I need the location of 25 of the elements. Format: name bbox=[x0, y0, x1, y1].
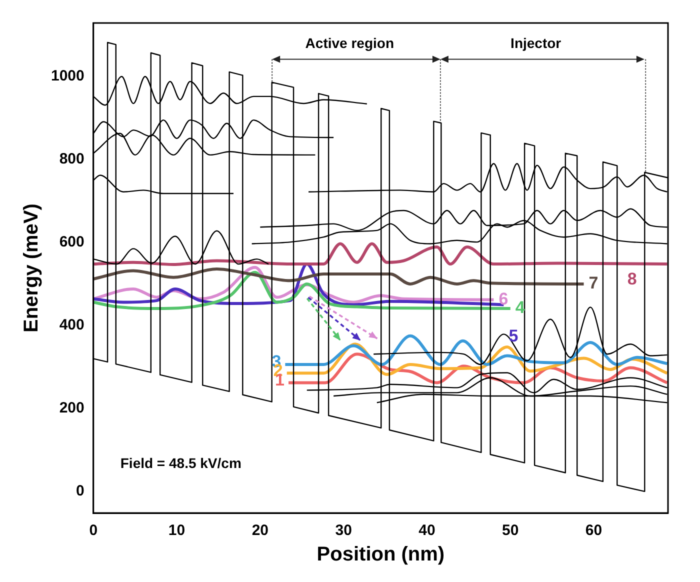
line-series bbox=[93, 242, 668, 266]
annotation: Active region bbox=[305, 34, 394, 51]
line-series bbox=[93, 270, 512, 310]
y-tick-label: 200 bbox=[59, 400, 84, 417]
x-tick-label: 40 bbox=[418, 522, 436, 540]
y-tick-label: 0 bbox=[76, 482, 84, 500]
y-tick-label: 600 bbox=[59, 234, 84, 251]
x-tick-label: 0 bbox=[89, 522, 98, 540]
series-label: 8 bbox=[627, 270, 637, 289]
series-label: 6 bbox=[498, 289, 508, 308]
x-tick-label: 30 bbox=[335, 522, 352, 540]
x-tick-label: 20 bbox=[252, 522, 269, 540]
series-label: 7 bbox=[588, 274, 598, 293]
y-tick-label: 800 bbox=[59, 150, 84, 168]
annotation: Injector bbox=[510, 34, 562, 51]
y-tick-label: 1000 bbox=[50, 68, 84, 85]
y-axis-title: Energy (meV) bbox=[20, 204, 43, 332]
x-axis-title: Position (nm) bbox=[316, 544, 445, 566]
line-series bbox=[93, 268, 586, 286]
x-tick-label: 10 bbox=[168, 522, 186, 540]
x-tick-label: 50 bbox=[502, 522, 519, 540]
series-label: 5 bbox=[508, 326, 518, 346]
x-tick-label: 60 bbox=[585, 522, 602, 540]
annotation: Field = 48.5 kV/cm bbox=[120, 454, 242, 471]
y-tick-label: 400 bbox=[59, 316, 84, 334]
